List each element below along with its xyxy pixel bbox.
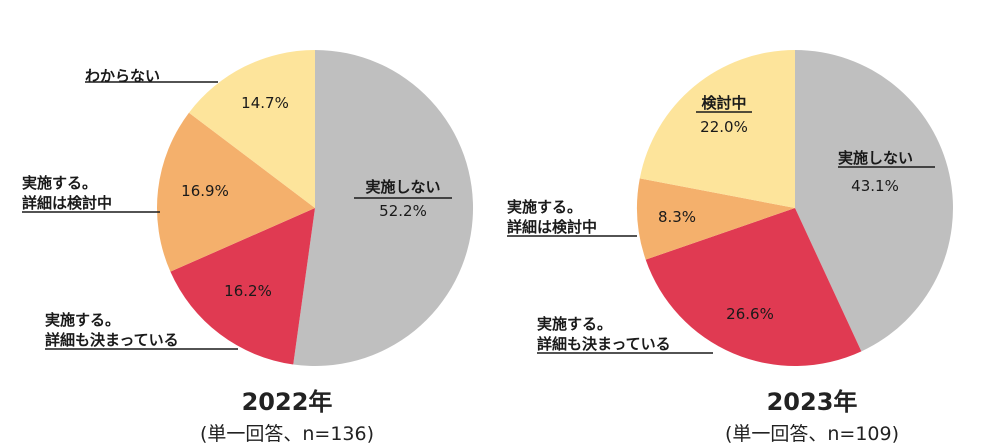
category-label-details-decided: 実施する。詳細も決まっている (537, 315, 671, 353)
data-label-details-decided: 26.6% (726, 305, 774, 323)
category-label-no-implementation: 実施しない (365, 178, 440, 196)
data-label-no-implementation: 52.2% (379, 202, 427, 220)
chart-title-2023: 2023年 (767, 388, 858, 416)
chart-subtitle-2023: (単一回答、n=109) (725, 423, 899, 445)
data-label-details-under-review: 8.3% (658, 208, 696, 226)
chart-subtitle-2022: (単一回答、n=136) (200, 423, 374, 445)
category-label-details-under-review: 実施する。詳細は検討中 (507, 198, 597, 236)
pie-chart-2023: 43.1% 実施しない 26.6% 実施する。詳細も決まっている 8.3% 実施する。詳細… (507, 50, 953, 366)
category-label-details-under-review: 実施する。詳細は検討中 (22, 174, 112, 212)
pie-chart-2022: 52.2% 実施しない 16.2% 実施する。詳細も決まっている 16.9% 実施する。詳… (22, 49, 474, 366)
pie-slice-no-implementation (293, 49, 474, 366)
chart-title-2022: 2022年 (242, 388, 333, 416)
pie-slice-details-decided (645, 208, 862, 366)
category-label-other: 検討中 (701, 94, 746, 112)
data-label-details-under-review: 16.9% (181, 182, 229, 200)
pie-slice-details-decided (170, 208, 315, 365)
pie-slice-details-under-review (156, 112, 315, 272)
pie-slice-other (639, 50, 795, 208)
category-label-details-decided: 実施する。詳細も決まっている (45, 311, 179, 349)
data-label-no-implementation: 43.1% (851, 177, 899, 195)
data-label-details-decided: 16.2% (224, 282, 272, 300)
category-label-no-implementation: 実施しない (838, 149, 913, 167)
pie-slice-no-implementation (795, 50, 953, 352)
pie-slice-details-under-review (637, 178, 795, 260)
data-label-other: 22.0% (700, 118, 748, 136)
data-label-other: 14.7% (241, 94, 289, 112)
pie-slice-other (188, 50, 315, 208)
category-label-other: わからない (85, 67, 160, 85)
